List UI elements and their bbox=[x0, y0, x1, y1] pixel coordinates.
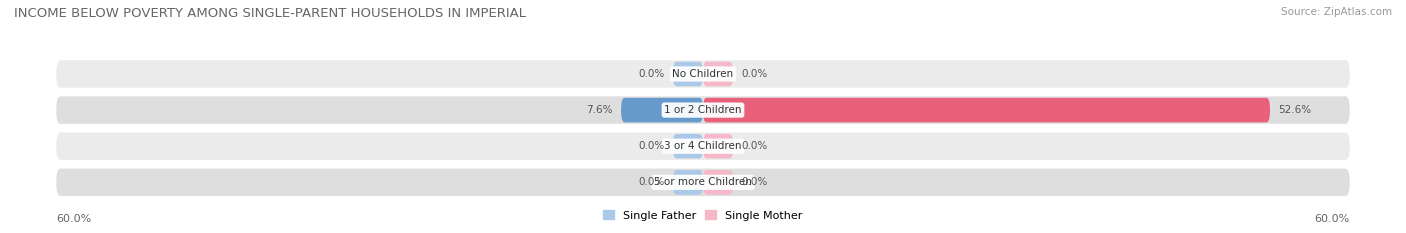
Text: 0.0%: 0.0% bbox=[638, 69, 664, 79]
Text: 3 or 4 Children: 3 or 4 Children bbox=[664, 141, 742, 151]
Text: 52.6%: 52.6% bbox=[1278, 105, 1312, 115]
FancyBboxPatch shape bbox=[703, 134, 733, 158]
Text: 60.0%: 60.0% bbox=[1315, 214, 1350, 224]
Text: INCOME BELOW POVERTY AMONG SINGLE-PARENT HOUSEHOLDS IN IMPERIAL: INCOME BELOW POVERTY AMONG SINGLE-PARENT… bbox=[14, 7, 526, 20]
FancyBboxPatch shape bbox=[703, 170, 733, 195]
Text: 7.6%: 7.6% bbox=[586, 105, 613, 115]
FancyBboxPatch shape bbox=[673, 62, 703, 86]
Legend: Single Father, Single Mother: Single Father, Single Mother bbox=[599, 206, 807, 225]
FancyBboxPatch shape bbox=[673, 170, 703, 195]
FancyBboxPatch shape bbox=[673, 134, 703, 158]
Text: 1 or 2 Children: 1 or 2 Children bbox=[664, 105, 742, 115]
Text: 5 or more Children: 5 or more Children bbox=[654, 177, 752, 187]
Text: 60.0%: 60.0% bbox=[56, 214, 91, 224]
Text: 0.0%: 0.0% bbox=[638, 177, 664, 187]
FancyBboxPatch shape bbox=[56, 60, 1350, 88]
FancyBboxPatch shape bbox=[703, 62, 733, 86]
Text: 0.0%: 0.0% bbox=[742, 141, 768, 151]
Text: 0.0%: 0.0% bbox=[742, 69, 768, 79]
Text: No Children: No Children bbox=[672, 69, 734, 79]
FancyBboxPatch shape bbox=[56, 133, 1350, 160]
FancyBboxPatch shape bbox=[56, 96, 1350, 124]
Text: 0.0%: 0.0% bbox=[638, 141, 664, 151]
FancyBboxPatch shape bbox=[621, 98, 703, 122]
FancyBboxPatch shape bbox=[703, 98, 1270, 122]
FancyBboxPatch shape bbox=[56, 169, 1350, 196]
Text: Source: ZipAtlas.com: Source: ZipAtlas.com bbox=[1281, 7, 1392, 17]
Text: 0.0%: 0.0% bbox=[742, 177, 768, 187]
